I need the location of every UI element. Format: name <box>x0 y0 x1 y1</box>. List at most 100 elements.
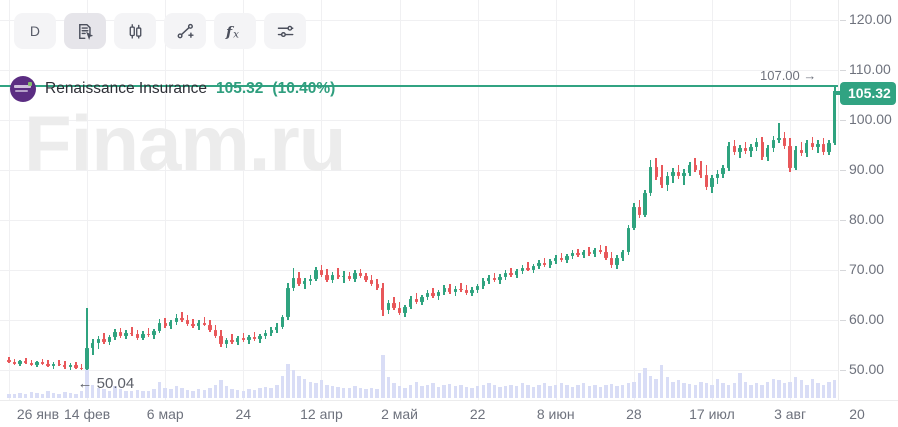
volume-bar <box>24 393 28 398</box>
candle-body <box>475 286 480 290</box>
chart-plot-area[interactable]: Finam.ru 107.00 → ← 50.04 <box>0 0 838 400</box>
volume-bar <box>118 389 123 398</box>
candle-wick <box>599 245 602 254</box>
candle-body <box>135 334 139 338</box>
candle-body <box>18 361 22 364</box>
trendline-add-button[interactable] <box>164 13 206 49</box>
volume-bar <box>565 385 569 398</box>
candle-body <box>275 327 279 330</box>
candle-body <box>386 303 391 310</box>
candle-body <box>146 333 151 335</box>
volume-bar <box>241 390 246 398</box>
volume-bar <box>682 383 686 398</box>
price-tick-label: 100.00 <box>849 111 892 127</box>
price-tick-mark <box>840 370 846 371</box>
candle-body <box>118 332 123 336</box>
volume-bar <box>191 390 195 398</box>
volume-bar <box>90 384 95 398</box>
chart-type-button[interactable] <box>114 13 156 49</box>
candle-body <box>185 320 190 324</box>
candle-body <box>230 340 234 342</box>
price-axis[interactable]: 105.32 120.00 110.00 100.00 90.00 80.00 70.00… <box>833 0 898 400</box>
candle-body <box>699 170 703 175</box>
time-tick-label: 28 <box>626 406 642 422</box>
low-price-annotation: ← 50.04 <box>77 374 135 392</box>
price-tick-mark <box>840 220 846 221</box>
gridline-vertical <box>790 0 791 400</box>
candle-wick <box>460 283 462 292</box>
price-tick-label: 50.00 <box>849 361 885 377</box>
volume-bar <box>671 381 675 398</box>
volume-bar <box>749 384 753 398</box>
candle-body <box>581 252 586 255</box>
volume-bar <box>414 381 418 398</box>
volume-bar <box>157 381 162 398</box>
candle-wick <box>493 273 496 282</box>
candle-body <box>113 332 117 337</box>
volume-bar <box>224 386 229 398</box>
volume-bar <box>788 381 792 398</box>
candle-body <box>180 318 184 320</box>
volume-bar <box>587 386 591 398</box>
candle-body <box>615 258 619 265</box>
candle-body <box>330 275 335 280</box>
volume-bar <box>816 383 820 398</box>
volume-bar <box>79 391 84 398</box>
candle-body <box>247 337 251 340</box>
volume-bar <box>827 381 831 398</box>
candle-body <box>453 289 457 292</box>
candle-body <box>35 362 39 365</box>
price-tick: 50.00 <box>838 361 896 377</box>
volume-bar <box>754 383 759 398</box>
chart-annotation-button[interactable] <box>64 13 106 49</box>
candle-body <box>810 143 815 147</box>
candle-body <box>459 289 463 291</box>
chart-settings-button[interactable] <box>264 13 306 49</box>
candle-body <box>604 252 608 258</box>
candle-body <box>91 343 95 348</box>
volume-bar <box>403 387 407 398</box>
volume-bar <box>230 389 234 398</box>
candle-wick <box>203 317 206 326</box>
price-tick: 120.00 <box>838 11 896 27</box>
candle-body <box>531 266 536 270</box>
volume-bar <box>57 393 61 398</box>
time-axis[interactable]: 26 янв 14 фев 6 мар 24 12 апр 2 май 22 8 июн 28 1… <box>0 400 898 427</box>
candle-body <box>96 338 100 343</box>
candle-body <box>660 177 664 185</box>
candle-body <box>107 337 112 342</box>
volume-bar <box>487 383 491 398</box>
volume-bar <box>369 388 374 398</box>
candle-body <box>542 263 547 265</box>
volume-bar <box>771 378 776 398</box>
price-level-line[interactable] <box>0 85 838 87</box>
candle-body <box>191 324 195 326</box>
candle-body <box>576 253 580 255</box>
volume-bar <box>336 386 340 398</box>
volume-bar <box>124 390 128 398</box>
volume-bar <box>353 386 357 398</box>
time-tick-label: 17 июл <box>689 406 735 422</box>
volume-bar <box>693 384 697 398</box>
candle-body <box>732 146 736 152</box>
candle-body <box>526 268 530 270</box>
candle-body <box>252 337 257 339</box>
gridline-horizontal <box>0 220 838 221</box>
candle-body <box>503 273 508 277</box>
volume-bar <box>810 378 815 398</box>
volume-bar <box>542 383 547 398</box>
candle-body <box>442 288 446 292</box>
candle-body <box>40 362 45 364</box>
chart-legend[interactable]: Renaissance Insurance 105.32 (10.40%) <box>10 76 335 102</box>
time-tick-label: 8 июн <box>536 406 575 422</box>
candle-wick <box>147 328 150 337</box>
volume-bar <box>213 384 218 398</box>
volume-bar <box>626 383 631 398</box>
timeframe-button[interactable]: D <box>14 13 56 49</box>
volume-bar <box>375 389 379 398</box>
candle-body <box>46 363 50 366</box>
candle-body <box>520 268 524 271</box>
candle-body <box>336 275 340 277</box>
